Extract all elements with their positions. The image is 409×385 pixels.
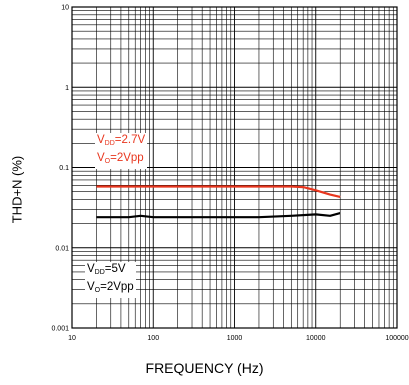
x-tick-label: 100000 <box>385 335 408 342</box>
plot-frame <box>71 6 398 329</box>
series-line-0 <box>96 185 341 198</box>
y-tick-label: 1 <box>65 85 69 92</box>
x-tick-label: 1000 <box>227 335 243 342</box>
y-tick-label: 0.01 <box>55 245 69 252</box>
tick-labels: 10 100 1000 10000 100000 10 1 0.1 0.01 0.001 <box>51 5 408 343</box>
plot-border <box>71 6 398 329</box>
x-tick-label: 10 <box>68 335 76 342</box>
y-tick-label: 0.001 <box>51 326 69 333</box>
y-axis-label: THD+N (%) <box>9 155 25 224</box>
series-lines <box>96 185 341 219</box>
grid-lines <box>71 7 397 329</box>
series-line-1 <box>96 212 341 219</box>
red-series-annotation: VDD=2.7V VO=2Vpp <box>95 133 148 169</box>
x-tick-label: 100 <box>147 335 159 342</box>
x-tick-label: 10000 <box>306 335 326 342</box>
x-axis-label: FREQUENCY (Hz) <box>145 360 264 376</box>
black-series-annotation: VDD=5V VO=2Vpp <box>85 262 136 298</box>
y-tick-label: 10 <box>61 5 69 12</box>
y-tick-label: 0.1 <box>59 165 69 172</box>
